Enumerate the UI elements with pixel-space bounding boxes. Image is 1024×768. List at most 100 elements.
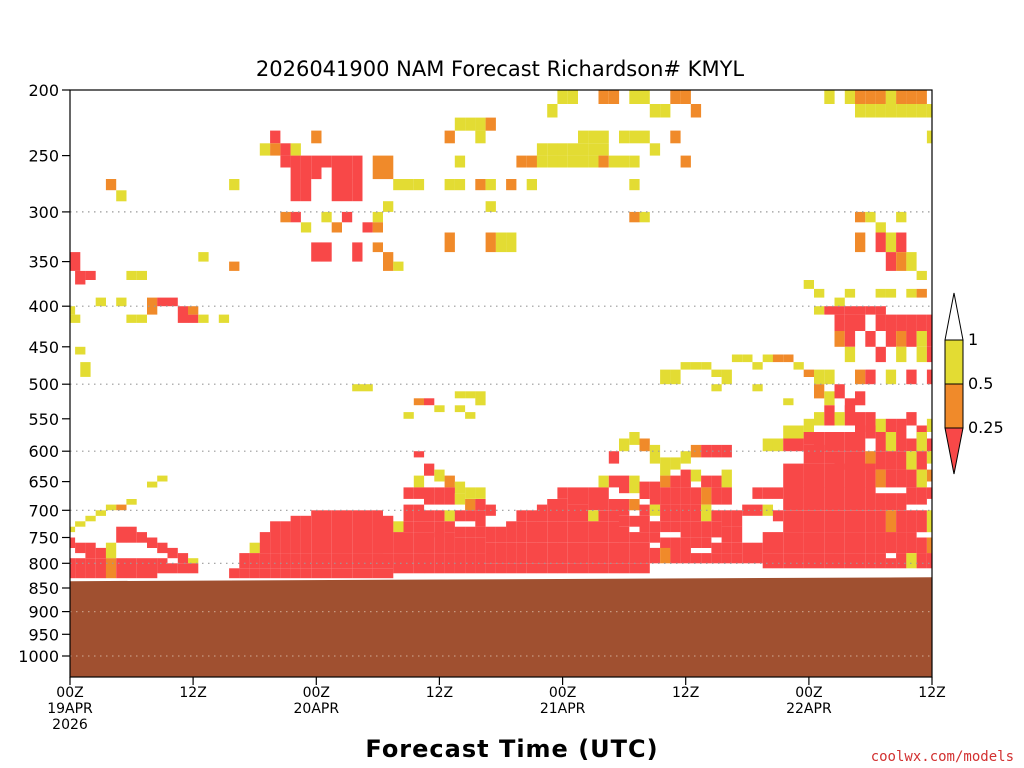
heatmap-cell-399 [578, 487, 589, 505]
heatmap-cell-414 [731, 510, 743, 527]
heatmap-cell-418 [547, 499, 558, 522]
legend-label-0-25: 0.25 [968, 418, 1004, 437]
heatmap-cell-277 [783, 463, 794, 488]
heatmap-cell-173 [814, 306, 825, 315]
heatmap-cell-257 [906, 438, 917, 452]
heatmap-cell-307 [906, 487, 917, 505]
legend-label-1: 1 [968, 330, 978, 349]
heatmap-cell-168 [844, 288, 856, 298]
heatmap-cell-348 [762, 553, 773, 569]
heatmap-cell-47 [300, 179, 312, 202]
heatmap-cell-185 [896, 314, 907, 331]
heatmap-cell-92 [536, 155, 548, 168]
heatmap-cell-1 [70, 314, 81, 323]
heatmap-cell-53 [372, 167, 383, 180]
heatmap-cell-594 [383, 553, 394, 569]
heatmap-cell-510 [403, 487, 414, 499]
heatmap-cell-572 [311, 510, 322, 554]
heatmap-cell-37 [331, 155, 342, 168]
heatmap-cell-521 [424, 510, 435, 522]
heatmap-cell-60 [362, 222, 373, 233]
heatmap-cell-475 [619, 542, 630, 564]
heatmap-cell-260 [762, 438, 773, 452]
heatmap-cell-531 [434, 521, 445, 538]
credit-link[interactable]: coolwx.com/models [871, 749, 1014, 765]
heatmap-cell-342 [896, 532, 907, 554]
heatmap-cell-299 [824, 487, 835, 511]
heatmap-cell-14 [157, 297, 168, 307]
heatmap-cell-599 [270, 568, 281, 579]
heatmap-cell-375 [711, 444, 722, 458]
heatmap-cell-449 [608, 521, 620, 543]
heatmap-cell-221 [701, 362, 712, 370]
heatmap-cell-529 [413, 521, 425, 533]
heatmap-cell-383 [721, 469, 732, 488]
heatmap-cell-276 [926, 451, 932, 464]
heatmap-cell-280 [814, 463, 825, 488]
heatmap-cell-302 [855, 487, 866, 511]
heatmap-cell-305 [885, 493, 897, 511]
heatmap-cell-15 [167, 297, 178, 307]
heatmap-cell-52 [383, 155, 394, 168]
heatmap-cell-188 [926, 314, 932, 331]
heatmap-cell-535 [475, 526, 486, 538]
heatmap-cell-434 [711, 521, 722, 538]
heatmap-cell-273 [896, 451, 907, 470]
x-tick-label-0-3: 2026 [52, 717, 88, 733]
heatmap-cell-338 [855, 532, 866, 554]
heatmap-cell-533 [454, 526, 466, 538]
y-tick-label-650: 650 [28, 473, 59, 492]
heatmap-cell-212 [783, 354, 794, 363]
heatmap-cell-269 [855, 451, 866, 470]
heatmap-cell-192 [885, 331, 897, 347]
heatmap-cell-205 [906, 369, 917, 385]
heatmap-cell-80 [454, 155, 466, 168]
heatmap-cell-62 [280, 211, 291, 223]
heatmap-cell-158 [875, 232, 886, 253]
heatmap-cell-442 [536, 521, 548, 543]
heatmap-cell-426 [629, 515, 640, 527]
heatmap-cell-138 [865, 90, 876, 104]
x-tick-label-24-2: 20APR [294, 701, 340, 717]
heatmap-cell-287 [885, 469, 897, 488]
heatmap-cell-116 [567, 90, 578, 104]
heatmap-cell-503 [413, 475, 425, 488]
heatmap-cell-525 [465, 510, 476, 522]
heatmap-cell-78 [475, 130, 486, 144]
heatmap-cell-439 [506, 521, 517, 543]
heatmap-cell-488 [495, 563, 507, 574]
y-tick-label-250: 250 [28, 147, 59, 166]
heatmap-cell-209 [752, 362, 763, 370]
heatmap-cell-444 [557, 521, 568, 543]
heatmap-cell-540 [434, 532, 445, 554]
heatmap-cell-506 [444, 475, 455, 488]
heatmap-cell-135 [824, 90, 835, 104]
heatmap-cell-118 [608, 90, 620, 104]
y-tick-label-800: 800 [28, 554, 59, 573]
heatmap-cell-324 [885, 510, 897, 533]
heatmap-cell-313 [772, 510, 784, 522]
heatmap-cell-355 [834, 553, 845, 569]
heatmap-cell-491 [526, 563, 537, 574]
heatmap-cell-59 [372, 211, 383, 223]
heatmap-cell-548 [424, 553, 435, 574]
heatmap-cell-427 [639, 515, 650, 533]
x-tick-label-48-1: 00Z [549, 685, 576, 701]
heatmap-cell-49 [341, 179, 353, 202]
heatmap-cell-65 [321, 211, 332, 223]
heatmap-cell-318 [824, 510, 835, 533]
heatmap-cell-615 [105, 504, 117, 511]
heatmap-cell-358 [865, 553, 876, 569]
legend-orange-band [944, 383, 964, 429]
heatmap-cell-386 [619, 475, 630, 494]
heatmap-cell-203 [865, 369, 876, 385]
heatmap-cell-337 [844, 532, 856, 554]
y-tick-label-700: 700 [28, 501, 59, 520]
heatmap-cell-555 [403, 412, 414, 419]
heatmap-cell-222 [711, 369, 722, 377]
heatmap-cell-300 [834, 487, 845, 511]
heatmap-cell-534 [465, 526, 476, 538]
heatmap-cell-140 [885, 90, 897, 104]
heatmap-cell-266 [824, 451, 835, 464]
heatmap-cell-568 [270, 521, 281, 554]
